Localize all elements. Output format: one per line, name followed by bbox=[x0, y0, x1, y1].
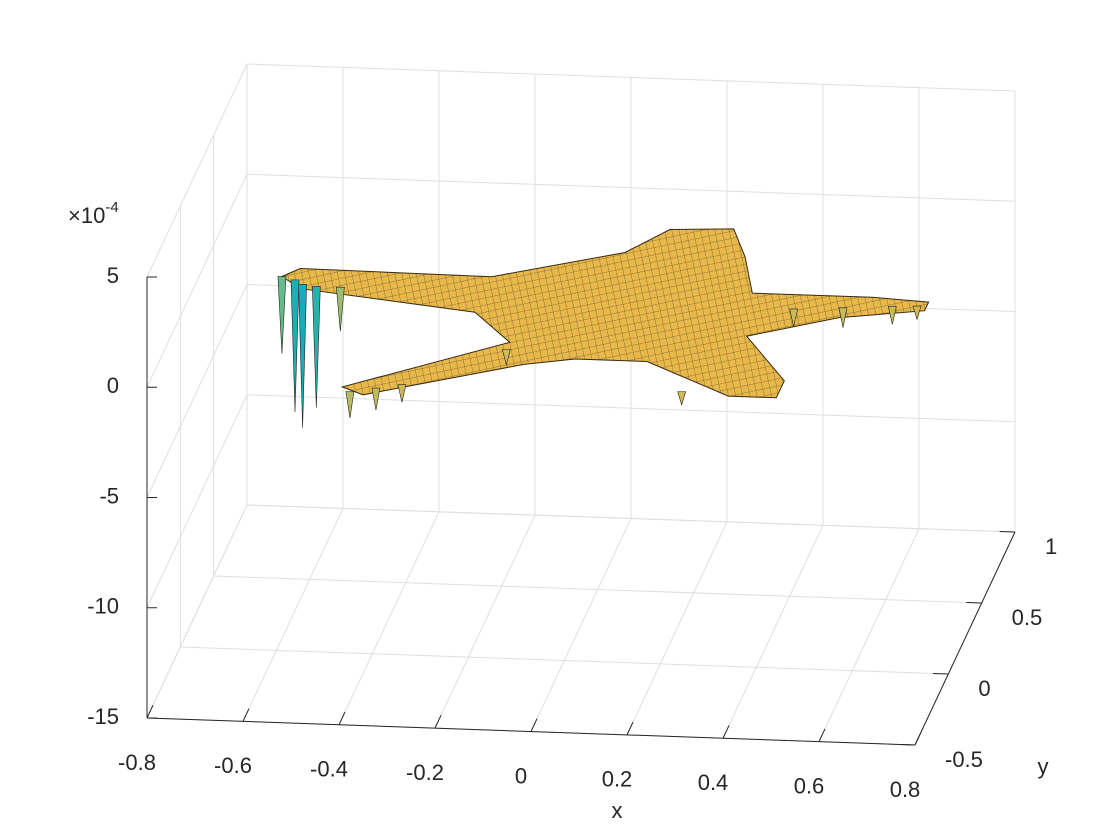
z-tick-label: -15 bbox=[87, 704, 119, 729]
x-tick bbox=[242, 708, 250, 722]
y-axis-label: y bbox=[1038, 754, 1049, 779]
x-tick-label: 0.6 bbox=[794, 773, 825, 798]
spike bbox=[336, 286, 345, 332]
axes: -0.8 -0.6 -0.4 -0.2 0 0.2 0.4 0.6 0.8 -0.5 0 0.5 1 -1… bbox=[87, 263, 1057, 802]
spike bbox=[312, 286, 321, 408]
surface-mesh bbox=[281, 228, 929, 398]
plot-area bbox=[277, 228, 930, 428]
y-tick-label: 1 bbox=[1045, 534, 1057, 559]
grid-line bbox=[246, 504, 1016, 533]
spike bbox=[789, 308, 799, 327]
grid-line bbox=[246, 63, 1016, 92]
x-tick bbox=[146, 705, 154, 719]
spike bbox=[397, 384, 407, 403]
spike bbox=[887, 306, 897, 325]
x-tick-label: 0.4 bbox=[698, 770, 729, 795]
spike bbox=[912, 305, 922, 321]
spike bbox=[277, 276, 287, 354]
spike bbox=[677, 391, 687, 406]
x-tick bbox=[530, 718, 538, 732]
x-tick-label: 0.8 bbox=[890, 777, 921, 802]
x-tick-label: -0.4 bbox=[310, 757, 348, 782]
grid-line bbox=[338, 511, 440, 725]
y-tick-label: 0 bbox=[978, 676, 990, 701]
y-tick bbox=[932, 672, 949, 675]
grid-line bbox=[146, 63, 248, 278]
y-tick-label: 0.5 bbox=[1012, 605, 1043, 630]
grid-line bbox=[242, 508, 344, 722]
x-tick-label: 0.2 bbox=[602, 767, 633, 792]
grid-line bbox=[626, 521, 728, 736]
spike bbox=[298, 284, 307, 428]
x-tick bbox=[818, 728, 826, 742]
z-tick-label: 0 bbox=[107, 373, 119, 398]
grid-line bbox=[180, 646, 949, 675]
grid-line bbox=[146, 174, 248, 388]
grid-line bbox=[146, 504, 248, 719]
spike bbox=[371, 387, 381, 411]
z-multiplier-exponent: -4 bbox=[105, 199, 118, 216]
grid-line bbox=[246, 173, 1016, 202]
grid-line bbox=[146, 394, 248, 608]
grid-line bbox=[530, 518, 632, 732]
x-tick bbox=[434, 715, 442, 729]
x-tick-label: -0.8 bbox=[118, 750, 156, 775]
y-tick bbox=[999, 530, 1016, 533]
spike bbox=[290, 279, 300, 413]
x-tick-label: 0 bbox=[515, 763, 527, 788]
x-tick bbox=[626, 721, 634, 736]
spike bbox=[501, 349, 511, 366]
z-tick-label: -5 bbox=[99, 483, 119, 508]
z-multiplier-base: ×10 bbox=[68, 203, 105, 228]
y-tick-label: -0.5 bbox=[945, 747, 983, 772]
grid bbox=[146, 63, 1016, 746]
spike bbox=[838, 307, 848, 328]
x-tick bbox=[722, 725, 730, 739]
z-tick-label: 5 bbox=[107, 263, 119, 288]
x-tick-label: -0.2 bbox=[406, 760, 444, 785]
grid-line bbox=[146, 284, 248, 498]
grid-line bbox=[434, 514, 536, 729]
x-axis-label: x bbox=[612, 798, 623, 823]
z-tick-label: -10 bbox=[87, 594, 119, 619]
spike bbox=[345, 391, 355, 419]
grid-line bbox=[213, 575, 982, 604]
grid-line bbox=[722, 525, 824, 739]
x-tick bbox=[338, 711, 346, 725]
z-multiplier: ×10-4 bbox=[68, 199, 119, 228]
y-axis-line bbox=[914, 531, 1016, 746]
y-tick bbox=[966, 601, 982, 604]
x-tick-label: -0.6 bbox=[214, 753, 252, 778]
x-axis-line bbox=[146, 717, 916, 746]
grid-line bbox=[818, 528, 920, 742]
